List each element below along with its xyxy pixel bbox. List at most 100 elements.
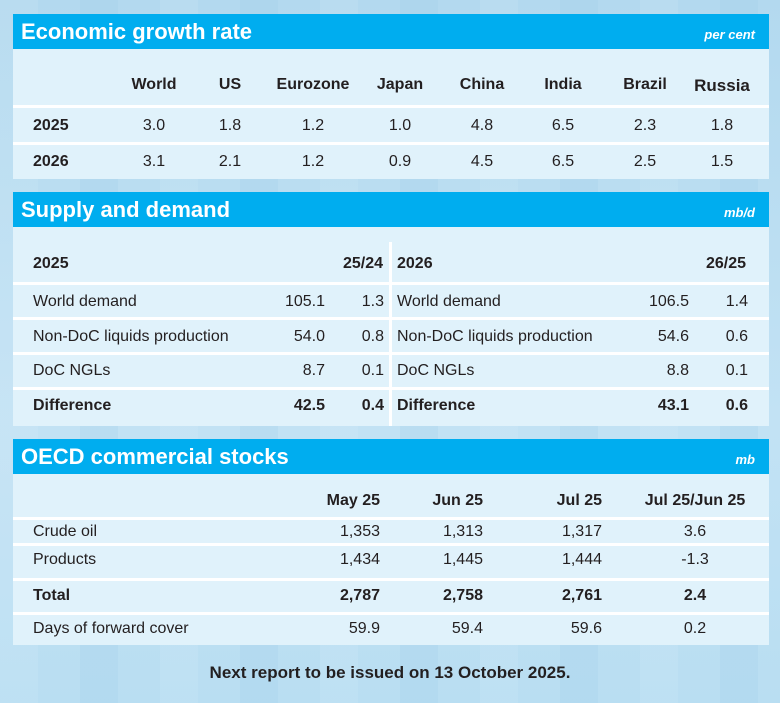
panel-title: OECD commercial stocks bbox=[21, 444, 289, 469]
change: 0.6 bbox=[725, 328, 748, 345]
value: 1,353 bbox=[339, 523, 380, 540]
column-header: India bbox=[544, 76, 582, 93]
row-label: Total bbox=[33, 587, 71, 604]
row-label: DoC NGLs bbox=[33, 362, 111, 379]
row-label: Products bbox=[33, 551, 97, 568]
change: 0.1 bbox=[361, 362, 384, 379]
value: 0.2 bbox=[683, 620, 707, 637]
value: 2,758 bbox=[442, 587, 483, 604]
panel-unit: mb bbox=[735, 452, 756, 467]
value: 1.2 bbox=[301, 153, 325, 170]
table-row: 2025 3.0 1.8 1.2 1.0 4.8 6.5 2.3 1.8 bbox=[13, 105, 769, 142]
row-label: Crude oil bbox=[33, 523, 98, 540]
column-header: China bbox=[459, 76, 505, 93]
row-label: World demand bbox=[397, 293, 501, 310]
next-report-note: Next report to be issued on 13 October 2… bbox=[209, 663, 571, 682]
row-label: 2026 bbox=[33, 153, 69, 170]
row-label: DoC NGLs bbox=[397, 362, 475, 379]
change: 1.4 bbox=[725, 293, 748, 310]
column-header: Jul 25 bbox=[556, 492, 602, 509]
value: 54.0 bbox=[293, 328, 325, 345]
panel-unit: mb/d bbox=[723, 205, 755, 220]
panel-header: Supply and demand mb/d bbox=[13, 192, 769, 227]
value: 54.6 bbox=[657, 328, 689, 345]
value: -1.3 bbox=[681, 551, 709, 568]
value: 43.1 bbox=[657, 397, 689, 414]
row-label: 2025 bbox=[33, 117, 69, 134]
year-header-right: 2026 bbox=[397, 255, 433, 272]
table-row: Crude oil 1,353 1,313 1,317 3.6 bbox=[13, 517, 769, 544]
change: 0.1 bbox=[725, 362, 748, 379]
table-row: Products 1,434 1,445 1,444 -1.3 bbox=[13, 543, 769, 578]
value: 3.0 bbox=[142, 117, 166, 134]
row-label: Difference bbox=[33, 397, 112, 414]
year-header-left: 2025 bbox=[33, 255, 69, 272]
change-header-left: 25/24 bbox=[342, 255, 383, 272]
row-label: Non-DoC liquids production bbox=[33, 328, 229, 345]
table-row: Total 2,787 2,758 2,761 2.4 bbox=[13, 578, 769, 613]
oecd-stocks-panel: OECD commercial stocks mb May 25 Jun 25 … bbox=[13, 439, 769, 645]
column-header: Russia bbox=[694, 76, 750, 95]
value: 2.4 bbox=[683, 587, 707, 604]
row-label: Difference bbox=[397, 397, 476, 414]
panel-title: Economic growth rate bbox=[21, 19, 253, 44]
value: 0.9 bbox=[388, 153, 412, 170]
value: 4.5 bbox=[470, 153, 494, 170]
row-label: Non-DoC liquids production bbox=[397, 328, 593, 345]
panel-header: OECD commercial stocks mb bbox=[13, 439, 769, 474]
column-header: Eurozone bbox=[276, 76, 350, 93]
value: 105.1 bbox=[284, 293, 325, 310]
column-header: Brazil bbox=[623, 76, 667, 93]
column-header: May 25 bbox=[326, 492, 380, 509]
panel-unit: per cent bbox=[704, 27, 755, 42]
panel-title: Supply and demand bbox=[21, 197, 231, 222]
panel-header: Economic growth rate per cent bbox=[13, 14, 769, 49]
value: 4.8 bbox=[470, 117, 494, 134]
change: 1.3 bbox=[361, 293, 384, 310]
table-row: Non-DoC liquids production 54.0 0.8 Non-… bbox=[13, 317, 769, 352]
value: 1,313 bbox=[442, 523, 483, 540]
supply-demand-panel: Supply and demand mb/d 2025 25/24 2026 2… bbox=[13, 192, 769, 426]
value: 3.6 bbox=[683, 523, 707, 540]
value: 59.4 bbox=[451, 620, 483, 637]
value: 106.5 bbox=[648, 293, 689, 310]
value: 2,761 bbox=[561, 587, 602, 604]
value: 42.5 bbox=[293, 397, 325, 414]
column-header: US bbox=[218, 76, 242, 93]
value: 1,444 bbox=[561, 551, 602, 568]
table-row: Difference 42.5 0.4 Difference 43.1 0.6 bbox=[13, 387, 769, 426]
value: 2.3 bbox=[633, 117, 657, 134]
value: 1.8 bbox=[710, 117, 734, 134]
row-label: Days of forward cover bbox=[33, 620, 189, 637]
value: 1.8 bbox=[218, 117, 242, 134]
column-divider bbox=[389, 242, 392, 426]
change: 0.6 bbox=[725, 397, 748, 414]
value: 2,787 bbox=[339, 587, 380, 604]
value: 1,445 bbox=[442, 551, 483, 568]
value: 1.5 bbox=[710, 153, 734, 170]
value: 59.6 bbox=[570, 620, 602, 637]
value: 8.7 bbox=[302, 362, 325, 379]
change: 0.8 bbox=[361, 328, 384, 345]
column-header: World bbox=[131, 76, 177, 93]
change: 0.4 bbox=[361, 397, 384, 414]
value: 8.8 bbox=[666, 362, 689, 379]
change-header-right: 26/25 bbox=[705, 255, 746, 272]
column-header: Jul 25/Jun 25 bbox=[644, 492, 746, 509]
value: 6.5 bbox=[551, 153, 575, 170]
value: 1,317 bbox=[561, 523, 602, 540]
economic-growth-panel: Economic growth rate per cent World US E… bbox=[13, 14, 769, 179]
value: 2.5 bbox=[633, 153, 657, 170]
value: 59.9 bbox=[348, 620, 380, 637]
value: 1,434 bbox=[339, 551, 380, 568]
row-label: World demand bbox=[33, 293, 137, 310]
table-row: DoC NGLs 8.7 0.1 DoC NGLs 8.8 0.1 bbox=[13, 352, 769, 387]
value: 3.1 bbox=[142, 153, 166, 170]
value: 1.0 bbox=[388, 117, 412, 134]
table-row: World demand 105.1 1.3 World demand 106.… bbox=[13, 282, 769, 317]
column-header: Japan bbox=[376, 76, 424, 93]
column-header: Jun 25 bbox=[432, 492, 483, 509]
table-row: Days of forward cover 59.9 59.4 59.6 0.2 bbox=[13, 612, 769, 645]
table-row: 2026 3.1 2.1 1.2 0.9 4.5 6.5 2.5 1.5 bbox=[13, 142, 769, 179]
value: 1.2 bbox=[301, 117, 325, 134]
